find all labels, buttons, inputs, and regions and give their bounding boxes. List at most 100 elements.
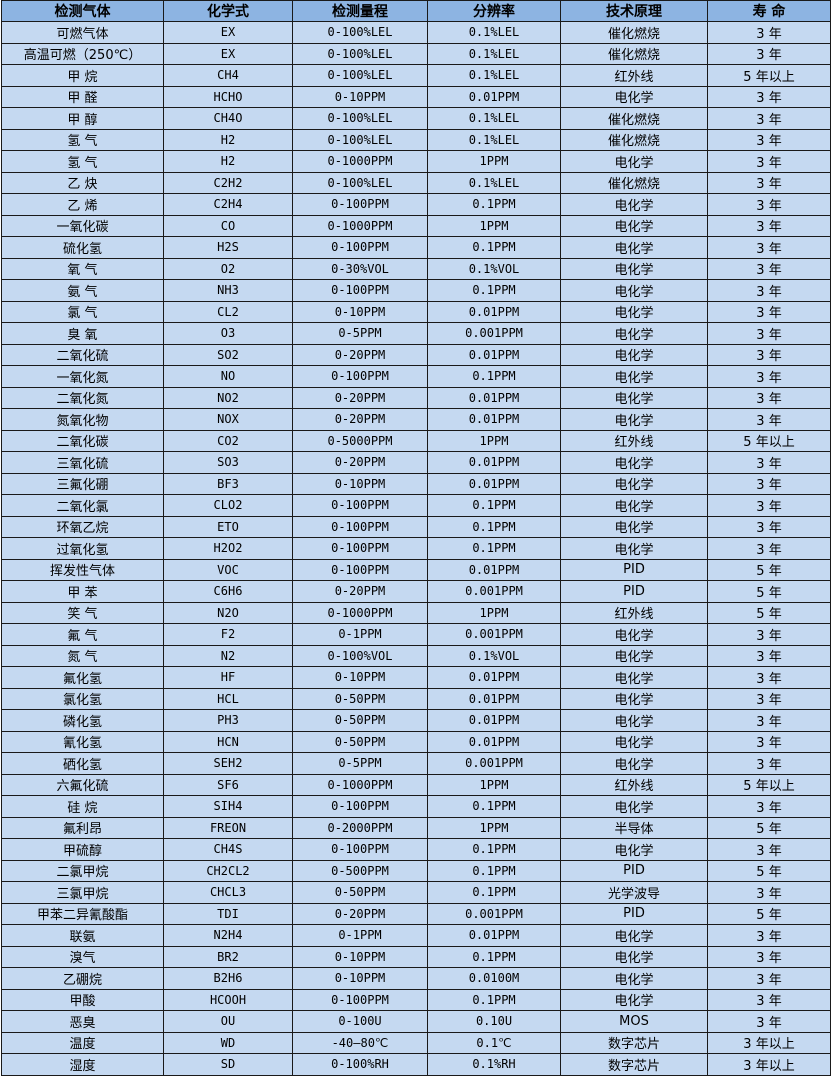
cell-lifetime: 3 年 [707,881,831,904]
cell-gas: 联氨 [1,924,164,947]
cell-lifetime: 3 年 [707,279,831,302]
cell-formula: OU [163,1010,293,1033]
cell-range: 0-20PPM [292,408,428,431]
cell-range: 0-100PPM [292,236,428,259]
cell-gas: 硫化氢 [1,236,164,259]
table-row: 恶臭 OU 0-100U 0.10U MOS 3 年 [1,1010,831,1033]
cell-gas: 二氯甲烷 [1,859,164,882]
table-row: 二氧化氮 NO2 0-20PPM 0.01PPM 电化学 3 年 [1,386,831,409]
cell-range: 0-100%LEL [292,21,428,44]
cell-lifetime: 3 年以上 [707,1053,831,1076]
cell-principle: 电化学 [560,365,708,388]
table-body: 可燃气体 EX 0-100%LEL 0.1%LEL 催化燃烧 3 年高温可燃（250℃） E… [1,21,831,1076]
cell-principle: 电化学 [560,386,708,409]
cell-principle: MOS [560,1010,708,1033]
cell-principle: 红外线 [560,64,708,87]
cell-principle: 电化学 [560,687,708,710]
cell-resolution: 0.1PPM [427,537,561,560]
cell-formula: HF [163,666,293,689]
cell-formula: CLO2 [163,494,293,517]
cell-formula: NOX [163,408,293,431]
cell-formula: C6H6 [163,580,293,603]
cell-resolution: 0.1PPM [427,988,561,1011]
cell-range: 0-5000PPM [292,429,428,452]
header-lifetime: 寿 命 [707,0,831,22]
cell-range: 0-10PPM [292,300,428,323]
table-row: 三氯甲烷 CHCL3 0-50PPM 0.1PPM 光学波导 3 年 [1,881,831,904]
cell-lifetime: 3 年 [707,623,831,646]
cell-range: 0-20PPM [292,386,428,409]
header-row: 检测气体 化学式 检测量程 分辨率 技术原理 寿 命 [1,0,831,22]
cell-gas: 乙 烯 [1,193,164,216]
cell-formula: O3 [163,322,293,345]
table-row: 三氧化硫 SO3 0-20PPM 0.01PPM 电化学 3 年 [1,451,831,474]
cell-lifetime: 3 年 [707,107,831,130]
cell-gas: 二氧化碳 [1,429,164,452]
cell-formula: H2 [163,150,293,173]
table-row: 可燃气体 EX 0-100%LEL 0.1%LEL 催化燃烧 3 年 [1,21,831,44]
cell-lifetime: 5 年以上 [707,64,831,87]
cell-gas: 过氧化氢 [1,537,164,560]
cell-resolution: 0.10U [427,1010,561,1033]
cell-formula: SO3 [163,451,293,474]
table-row: 硫化氢 H2S 0-100PPM 0.1PPM 电化学 3 年 [1,236,831,259]
cell-lifetime: 5 年 [707,558,831,581]
cell-formula: H2O2 [163,537,293,560]
cell-resolution: 0.1PPM [427,859,561,882]
table-row: 甲 烷 CH4 0-100%LEL 0.1%LEL 红外线 5 年以上 [1,64,831,87]
cell-principle: 电化学 [560,193,708,216]
cell-principle: 电化学 [560,838,708,861]
cell-formula: NH3 [163,279,293,302]
cell-resolution: 0.01PPM [427,924,561,947]
cell-principle: 红外线 [560,773,708,796]
table-row: 联氨 N2H4 0-1PPM 0.01PPM 电化学 3 年 [1,924,831,947]
cell-principle: 红外线 [560,429,708,452]
cell-lifetime: 3 年 [707,42,831,65]
header-principle: 技术原理 [560,0,708,22]
cell-formula: ETO [163,515,293,538]
table-row: 硅 烷 SIH4 0-100PPM 0.1PPM 电化学 3 年 [1,795,831,818]
table-row: 湿度 SD 0-100%RH 0.1%RH 数字芯片 3 年以上 [1,1053,831,1076]
cell-resolution: 0.01PPM [427,687,561,710]
cell-gas: 挥发性气体 [1,558,164,581]
cell-resolution: 0.1%LEL [427,64,561,87]
cell-resolution: 1PPM [427,816,561,839]
cell-formula: N2H4 [163,924,293,947]
cell-lifetime: 3 年 [707,644,831,667]
cell-principle: 催化燃烧 [560,107,708,130]
cell-range: 0-10PPM [292,666,428,689]
header-resolution: 分辨率 [427,0,561,22]
cell-range: 0-100PPM [292,193,428,216]
cell-range: 0-100PPM [292,365,428,388]
cell-gas: 高温可燃（250℃） [1,42,164,65]
table-row: 氨 气 NH3 0-100PPM 0.1PPM 电化学 3 年 [1,279,831,302]
table-row: 环氧乙烷 ETO 0-100PPM 0.1PPM 电化学 3 年 [1,515,831,538]
cell-formula: FREON [163,816,293,839]
cell-resolution: 0.01PPM [427,558,561,581]
cell-resolution: 0.1%LEL [427,107,561,130]
cell-formula: N2 [163,644,293,667]
cell-formula: CH4 [163,64,293,87]
cell-formula: EX [163,21,293,44]
cell-range: 0-1PPM [292,623,428,646]
cell-resolution: 0.001PPM [427,752,561,775]
table-row: 氮 气 N2 0-100%VOL 0.1%VOL 电化学 3 年 [1,644,831,667]
table-row: 二氧化硫 SO2 0-20PPM 0.01PPM 电化学 3 年 [1,343,831,366]
cell-resolution: 0.01PPM [427,709,561,732]
cell-formula: CO [163,214,293,237]
cell-principle: 电化学 [560,408,708,431]
cell-range: 0-100PPM [292,515,428,538]
cell-resolution: 0.1%LEL [427,42,561,65]
cell-resolution: 0.1PPM [427,193,561,216]
cell-range: 0-100%VOL [292,644,428,667]
cell-resolution: 0.1%VOL [427,257,561,280]
cell-principle: 红外线 [560,601,708,624]
cell-lifetime: 3 年 [707,666,831,689]
cell-gas: 甲 苯 [1,580,164,603]
cell-lifetime: 3 年 [707,257,831,280]
cell-lifetime: 5 年 [707,580,831,603]
cell-lifetime: 3 年以上 [707,1031,831,1054]
table-row: 臭 氧 O3 0-5PPM 0.001PPM 电化学 3 年 [1,322,831,345]
cell-principle: 电化学 [560,967,708,990]
cell-range: 0-100%LEL [292,128,428,151]
